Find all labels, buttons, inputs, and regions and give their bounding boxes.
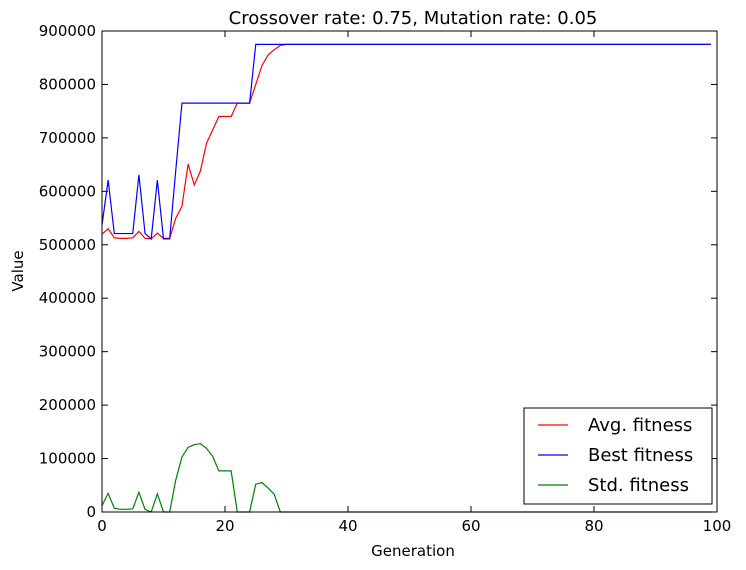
x-tick-label: 60 — [461, 517, 480, 535]
x-tick-label: 20 — [215, 517, 234, 535]
y-tick-label: 400000 — [39, 289, 96, 307]
legend-label: Std. fitness — [588, 475, 689, 496]
x-axis-label: Generation — [371, 542, 455, 560]
y-tick-label: 800000 — [39, 75, 96, 93]
legend-label: Avg. fitness — [588, 415, 692, 436]
x-tick-label: 100 — [703, 517, 732, 535]
y-tick-label: 100000 — [39, 450, 96, 468]
y-tick-label: 0 — [86, 503, 96, 521]
series-line-best-fitness — [101, 43, 711, 241]
series-line-avg-fitness — [101, 43, 711, 240]
y-tick-label: 500000 — [39, 236, 96, 254]
y-axis-label: Value — [9, 250, 27, 291]
legend-label: Best fitness — [588, 445, 693, 466]
axis-ticks: 0 20 40 60 80 100 0 100000 200000 300000 400000 500… — [39, 22, 732, 535]
y-tick-label: 600000 — [39, 182, 96, 200]
x-tick-label: 0 — [97, 517, 107, 535]
series-lines — [101, 43, 711, 513]
y-tick-label: 300000 — [39, 343, 96, 361]
x-tick-label: 80 — [584, 517, 603, 535]
y-tick-label: 700000 — [39, 129, 96, 147]
series-line-std-fitness — [101, 442, 711, 513]
y-tick-label: 200000 — [39, 396, 96, 414]
x-tick-label: 40 — [338, 517, 357, 535]
legend-box — [523, 407, 713, 505]
legend: Avg. fitness Best fitness Std. fitness — [523, 407, 713, 505]
chart-title: Crossover rate: 0.75, Mutation rate: 0.0… — [229, 8, 598, 29]
y-tick-label: 900000 — [39, 22, 96, 40]
plot-frame — [101, 30, 718, 513]
